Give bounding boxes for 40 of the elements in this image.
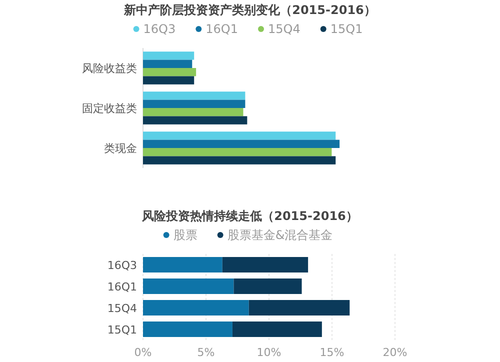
y-tick-label: 15Q4 bbox=[107, 302, 137, 315]
y-tick-label: 风险收益类 bbox=[82, 62, 137, 75]
x-tick-label: 0% bbox=[134, 346, 152, 359]
bar bbox=[248, 300, 350, 316]
bar bbox=[143, 132, 336, 140]
bar bbox=[143, 60, 192, 68]
legend-label: 股票基金&混合基金 bbox=[227, 228, 333, 242]
legend-label: 16Q3 bbox=[143, 22, 176, 36]
y-tick-label: 固定收益类 bbox=[82, 102, 137, 115]
bar bbox=[143, 300, 249, 316]
bar bbox=[143, 257, 222, 272]
bar bbox=[143, 92, 246, 100]
x-tick-label: 20% bbox=[382, 346, 408, 359]
bar bbox=[143, 148, 332, 156]
bar bbox=[222, 257, 308, 272]
chart-title: 风险投资热情持续走低（2015-2016） bbox=[141, 209, 358, 223]
bar bbox=[143, 76, 194, 84]
bar bbox=[143, 108, 244, 116]
bar bbox=[143, 140, 340, 148]
bar bbox=[143, 100, 246, 108]
bar bbox=[143, 116, 248, 124]
chart-title: 新中产阶层投资资产类别变化（2015-2016） bbox=[123, 3, 376, 17]
legend-label: 16Q1 bbox=[206, 22, 238, 36]
y-tick-label: 15Q1 bbox=[107, 323, 137, 336]
x-tick-label: 5% bbox=[197, 346, 215, 359]
bar bbox=[232, 322, 322, 337]
bar bbox=[143, 52, 194, 60]
y-tick-label: 16Q3 bbox=[107, 258, 137, 272]
bar bbox=[143, 68, 196, 76]
bar bbox=[143, 156, 336, 164]
y-tick-label: 16Q1 bbox=[107, 280, 137, 294]
y-tick-label: 类现金 bbox=[104, 142, 137, 155]
bar bbox=[143, 278, 234, 294]
legend-label: 15Q4 bbox=[268, 22, 300, 36]
bar bbox=[234, 278, 302, 294]
x-tick-label: 15% bbox=[320, 346, 344, 359]
bar bbox=[143, 322, 232, 337]
legend-label: 15Q1 bbox=[330, 22, 363, 36]
x-tick-label: 10% bbox=[256, 346, 282, 359]
legend-label: 股票 bbox=[173, 228, 198, 242]
